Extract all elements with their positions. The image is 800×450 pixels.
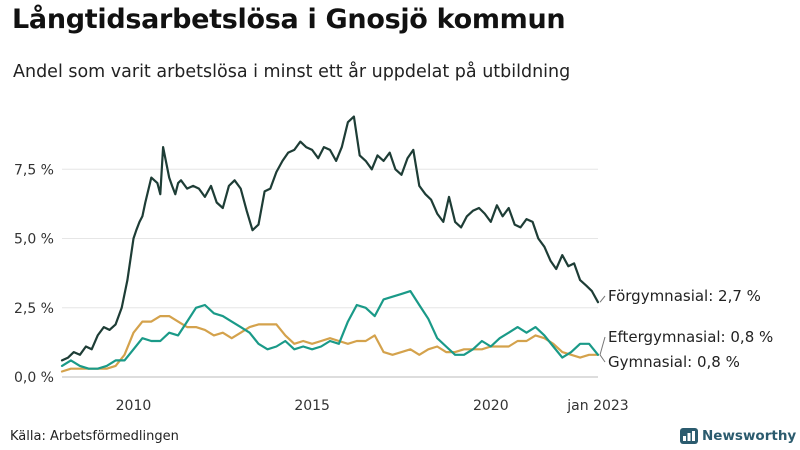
series-end-label: Eftergymnasial: 0,8 % — [608, 328, 773, 346]
end-label-leader — [599, 295, 606, 303]
y-axis-tick-labels: 0,0 % 2,5 % 5,0 % 7,5 % — [14, 162, 54, 386]
chart-subtitle: Andel som varit arbetslösa i minst ett å… — [13, 62, 571, 82]
end-label-leader — [599, 354, 606, 363]
y-tick-label: 2,5 % — [14, 301, 54, 317]
x-tick-label: 2020 — [473, 398, 509, 414]
series-lines — [60, 115, 600, 373]
series-line-eftergymnasial — [60, 290, 600, 370]
y-tick-label: 5,0 % — [14, 232, 54, 248]
series-line-förgymnasial — [60, 115, 600, 362]
series-end-label: Förgymnasial: 2,7 % — [608, 287, 761, 305]
newsworthy-logo-icon — [680, 428, 698, 444]
series-line-gymnasial — [60, 315, 600, 373]
x-tick-label: 2015 — [294, 398, 330, 414]
series-end-label: Gymnasial: 0,8 % — [608, 353, 740, 371]
x-tick-label: 2010 — [116, 398, 152, 414]
brand-name: Newsworthy — [702, 428, 797, 444]
y-tick-label: 0,0 % — [14, 370, 54, 386]
chart-title: Långtidsarbetslösa i Gnosjö kommun — [12, 4, 566, 35]
brand-logo[interactable]: Newsworthy — [680, 428, 796, 444]
source-note: Källa: Arbetsförmedlingen — [10, 429, 179, 444]
series-end-labels: Förgymnasial: 2,7 % Eftergymnasial: 0,8 %… — [599, 287, 773, 371]
gridlines — [62, 168, 598, 378]
x-axis-tick-labels: 2010 2015 2020 jan 2023 — [116, 398, 629, 414]
end-label-leader — [599, 336, 606, 355]
y-tick-label: 7,5 % — [14, 162, 54, 178]
x-tick-label: jan 2023 — [566, 398, 628, 414]
